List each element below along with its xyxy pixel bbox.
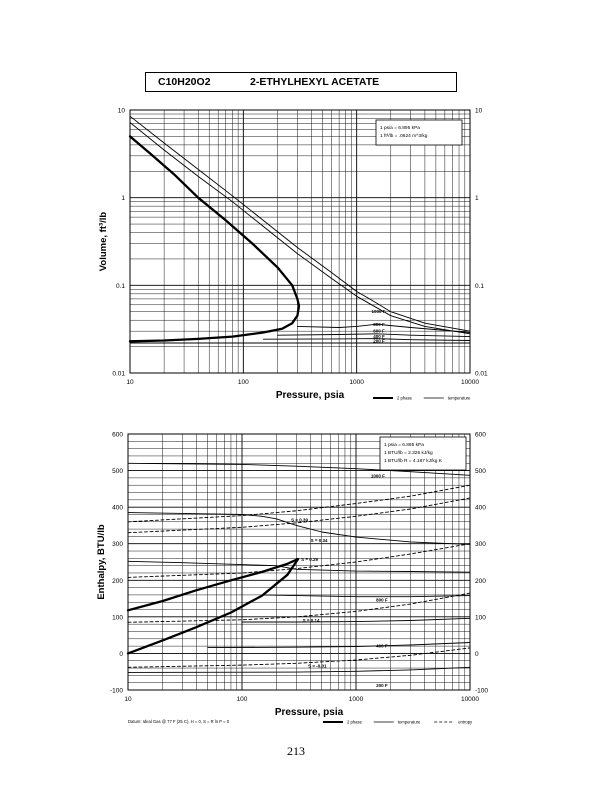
enthalpy-xtick-1: 100 xyxy=(237,696,248,703)
enthalpy-series-3 xyxy=(127,512,471,545)
enthalpy-ytick-7: 600 xyxy=(112,432,123,439)
enthalpy-series-7 xyxy=(207,642,471,649)
compound-name: 2-ETHYLHEXYL ACETATE xyxy=(250,76,380,88)
volume-annotation-1: 800 F xyxy=(373,322,385,327)
enthalpy-series-0 xyxy=(126,557,300,612)
enthalpy-legend-label-0: 2 phase xyxy=(347,720,363,725)
volume-series-3 xyxy=(129,115,471,332)
volume-legend-label-0: 2 phase xyxy=(397,396,413,401)
enthalpy-plot-frame xyxy=(127,433,471,691)
volume-ytick-3: 10 xyxy=(118,108,126,115)
volume-xtick-2: 1000 xyxy=(349,379,364,386)
enthalpy-ytick-5: 400 xyxy=(112,505,123,512)
enthalpy-annotation-2: S = 0.34 xyxy=(311,538,328,543)
enthalpy-conversion-note-0: 1 psia = 6.895 kPa xyxy=(384,442,424,448)
enthalpy-datum-note: Datum: Ideal Gas @ 77 F (25 C), H = 0, S… xyxy=(128,719,230,724)
volume-annotation-3: 400 F xyxy=(373,334,385,339)
volume-series-4 xyxy=(296,323,471,333)
enthalpy-annotation-4: 800 F xyxy=(376,597,388,602)
volume-annotation-4: 200 F xyxy=(373,338,385,343)
volume-ytick-1: 0.1 xyxy=(116,283,125,290)
enthalpy-ytick-3: 200 xyxy=(112,578,123,585)
enthalpy-xtick-3: 10000 xyxy=(461,696,479,703)
volume-legend-label-1: temperature xyxy=(448,396,471,401)
enthalpy-ytick-6: 500 xyxy=(112,468,123,475)
enthalpy-annotation-5: S = 0.14 xyxy=(303,618,320,623)
enthalpy-series-8 xyxy=(127,666,471,673)
enthalpy-annotation-7: S = -0.01 xyxy=(308,663,327,668)
volume-ytick-0: 0.01 xyxy=(112,371,125,378)
enthalpy-series-2 xyxy=(127,462,471,476)
volume-conversion-note-0: 1 psia = 6.895 kPa xyxy=(380,125,420,131)
enthalpy-series-11 xyxy=(127,543,471,578)
enthalpy-ytick-1: 0 xyxy=(119,651,123,658)
enthalpy-ytick-right-7: 600 xyxy=(475,432,486,439)
enthalpy-ytick-right-1: 0 xyxy=(475,651,479,658)
enthalpy-legend-label-2: entropy xyxy=(458,720,473,725)
enthalpy-ytick-right-3: 200 xyxy=(475,578,486,585)
volume-series-6 xyxy=(262,338,471,341)
volume-xtick-1: 100 xyxy=(238,379,249,386)
volume-series-0 xyxy=(128,135,301,343)
enthalpy-series-5 xyxy=(261,594,471,598)
enthalpy-ytick-right-5: 400 xyxy=(475,505,486,512)
volume-xtick-0: 10 xyxy=(126,379,134,386)
volume-conversion-note-1: 1 ft³/lb = .0624 m^3/kg xyxy=(380,133,428,139)
volume-series-2 xyxy=(129,122,471,335)
enthalpy-annotation-1: S = 0.39 xyxy=(291,518,308,523)
enthalpy-series-9 xyxy=(127,647,471,668)
enthalpy-annotation-6: 400 F xyxy=(376,643,388,648)
volume-annotation-2: 600 F xyxy=(373,329,385,334)
enthalpy-xtick-2: 1000 xyxy=(349,696,364,703)
volume-xlabel: Pressure, psia xyxy=(276,390,345,401)
enthalpy-annotation-3: S = 0.29 xyxy=(301,557,318,562)
enthalpy-series-4 xyxy=(127,560,471,573)
enthalpy-ytick-right-4: 300 xyxy=(475,541,486,548)
enthalpy-conversion-note-2: 1 BTU/lb R = 4.187 kJ/kg K xyxy=(384,458,443,464)
enthalpy-xtick-0: 10 xyxy=(124,696,132,703)
volume-ytick-right-2: 1 xyxy=(475,195,479,202)
enthalpy-series-6 xyxy=(241,617,471,623)
chart-title-box: C10H20O2 2-ETHYLHEXYL ACETATE xyxy=(145,72,457,92)
volume-xtick-3: 10000 xyxy=(461,379,479,386)
enthalpy-ytick-4: 300 xyxy=(112,541,123,548)
enthalpy-ytick-0: -100 xyxy=(110,688,123,695)
enthalpy-ytick-right-2: 100 xyxy=(475,614,486,621)
enthalpy-annotation-0: 1000 F xyxy=(371,473,385,478)
enthalpy-ytick-2: 100 xyxy=(112,614,123,621)
enthalpy-conversion-box xyxy=(379,436,467,471)
volume-ytick-right-0: 0.01 xyxy=(475,371,488,378)
enthalpy-ytick-right-6: 500 xyxy=(475,468,486,475)
volume-ytick-2: 1 xyxy=(121,195,125,202)
page-number: 213 xyxy=(287,744,305,758)
volume-ylabel: Volume, ft³/lb xyxy=(98,212,109,272)
volume-plot-frame xyxy=(129,109,471,374)
volume-conversion-box xyxy=(375,119,463,146)
volume-ytick-right-1: 0.1 xyxy=(475,283,484,290)
volume-annotation-0: 1000 F xyxy=(371,309,385,314)
enthalpy-series-13 xyxy=(127,484,471,523)
enthalpy-series-10 xyxy=(127,592,471,623)
enthalpy-series-1 xyxy=(126,557,300,655)
enthalpy-xlabel: Pressure, psia xyxy=(275,707,344,718)
enthalpy-annotation-8: 200 F xyxy=(376,683,388,688)
enthalpy-ytick-right-0: -100 xyxy=(475,688,488,695)
enthalpy-ylabel: Enthalpy, BTU/lb xyxy=(96,524,107,599)
enthalpy-legend-label-1: temperature xyxy=(398,720,421,725)
volume-ytick-right-3: 10 xyxy=(475,108,483,115)
compound-formula: C10H20O2 xyxy=(158,76,211,88)
volume-series-5 xyxy=(277,333,471,338)
enthalpy-conversion-note-1: 1 BTU/lb = 2.326 kJ/kg xyxy=(384,450,433,456)
enthalpy-series-12 xyxy=(127,497,471,534)
